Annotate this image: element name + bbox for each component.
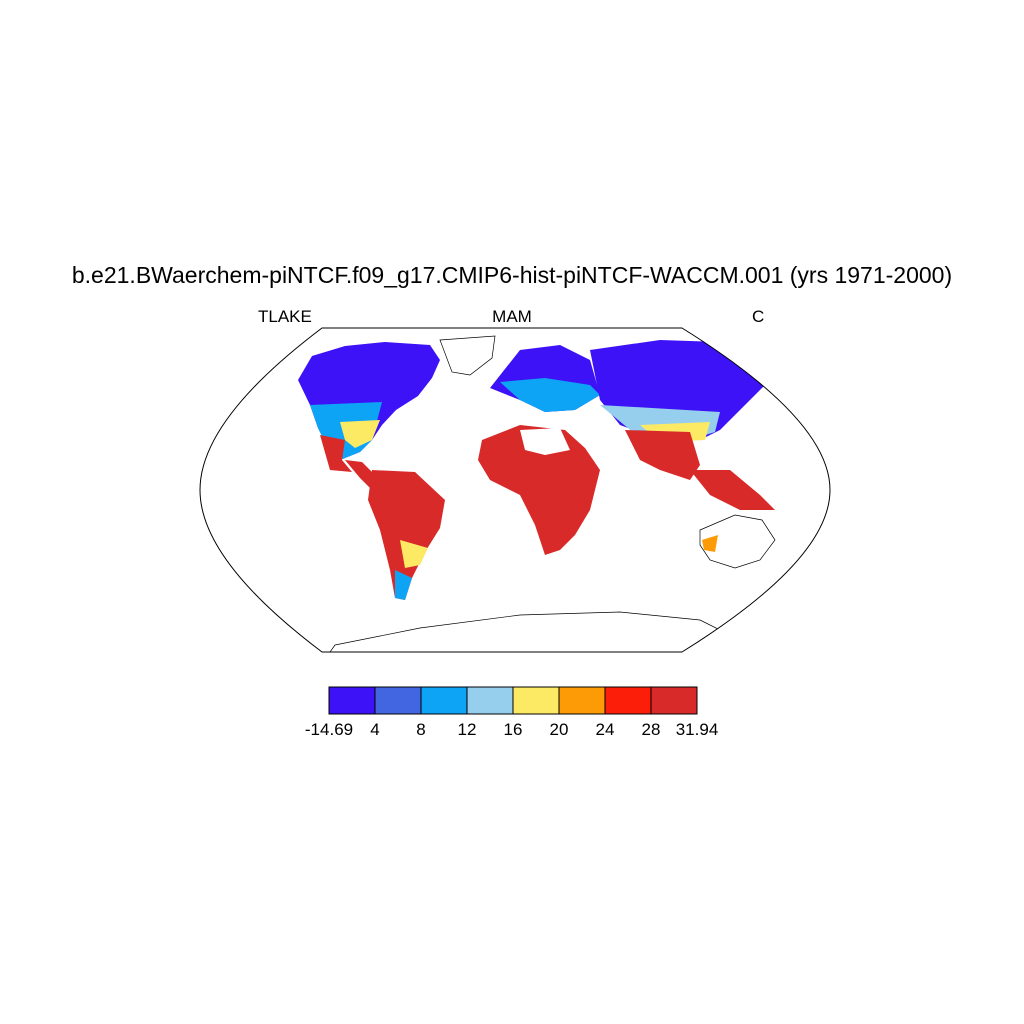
colorbar-label: 12: [457, 720, 477, 739]
colorbar-label: 28: [641, 720, 661, 739]
season-label: MAM: [492, 307, 532, 326]
colorbar-label: 16: [503, 720, 523, 739]
colorbar-box: [650, 686, 698, 715]
colorbar-box: [328, 686, 376, 715]
south-asia: [625, 430, 700, 480]
africa: [478, 425, 600, 555]
map-title: b.e21.BWaerchem-piNTCF.f09_g17.CMIP6-his…: [71, 262, 953, 288]
colorbar-label: 4: [370, 720, 380, 739]
colorbar-box: [604, 686, 652, 715]
units-label: C: [752, 307, 765, 326]
antarctica: [329, 611, 741, 652]
australia: [699, 514, 776, 569]
colorbar-box: [558, 686, 606, 715]
greenland: [439, 335, 496, 376]
colorbar-label: -14.69: [304, 720, 354, 739]
colorbar-box: [374, 686, 422, 715]
colorbar-label: 8: [416, 720, 426, 739]
central-america: [345, 460, 378, 490]
south-america: [368, 470, 445, 600]
colorbar-box: [512, 686, 560, 715]
colorbar-label: 24: [595, 720, 615, 739]
globe-outline: [199, 327, 831, 653]
southeast-asia: [690, 470, 775, 510]
colorbar-box: [420, 686, 468, 715]
colorbar-box: [466, 686, 514, 715]
colorbar-label: 20: [549, 720, 569, 739]
variable-label: TLAKE: [258, 307, 312, 326]
colorbar-label: 31.94: [675, 720, 719, 739]
